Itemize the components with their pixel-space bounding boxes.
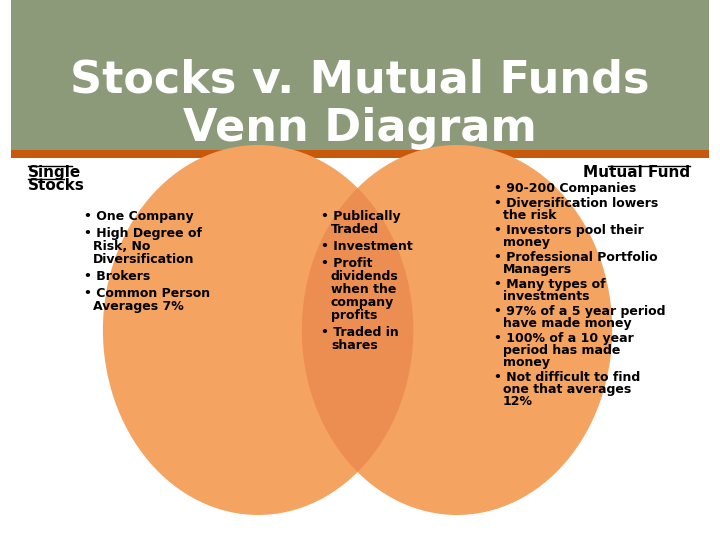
Text: • Diversification lowers: • Diversification lowers bbox=[494, 197, 658, 210]
Text: • One Company: • One Company bbox=[84, 210, 193, 223]
Text: • Many types of: • Many types of bbox=[494, 278, 606, 291]
FancyBboxPatch shape bbox=[11, 0, 709, 152]
Text: Risk, No: Risk, No bbox=[93, 240, 150, 253]
Text: Stocks v. Mutual Funds: Stocks v. Mutual Funds bbox=[71, 58, 649, 102]
Ellipse shape bbox=[302, 145, 612, 515]
Text: Averages 7%: Averages 7% bbox=[93, 300, 184, 313]
Text: • Brokers: • Brokers bbox=[84, 270, 150, 283]
Text: • High Degree of: • High Degree of bbox=[84, 227, 202, 240]
Text: Mutual Fund: Mutual Fund bbox=[582, 165, 690, 180]
Text: profits: profits bbox=[331, 309, 377, 322]
Text: • Not difficult to find: • Not difficult to find bbox=[494, 371, 640, 384]
Text: Managers: Managers bbox=[503, 263, 572, 276]
Text: • 100% of a 10 year: • 100% of a 10 year bbox=[494, 332, 634, 345]
Ellipse shape bbox=[103, 145, 413, 515]
Text: • Investment: • Investment bbox=[321, 240, 413, 253]
Text: • Profit: • Profit bbox=[321, 257, 373, 270]
Text: • Common Person: • Common Person bbox=[84, 287, 210, 300]
Text: • Investors pool their: • Investors pool their bbox=[494, 224, 644, 237]
Text: one that averages: one that averages bbox=[503, 383, 631, 396]
Text: when the: when the bbox=[331, 283, 396, 296]
Text: Diversification: Diversification bbox=[93, 253, 194, 266]
FancyBboxPatch shape bbox=[11, 150, 709, 158]
Text: Single: Single bbox=[28, 165, 81, 180]
Text: Stocks: Stocks bbox=[28, 178, 85, 193]
Ellipse shape bbox=[302, 145, 612, 515]
Text: money: money bbox=[503, 356, 549, 369]
Text: • 97% of a 5 year period: • 97% of a 5 year period bbox=[494, 305, 665, 318]
Text: Venn Diagram: Venn Diagram bbox=[183, 106, 537, 150]
Text: • Traded in: • Traded in bbox=[321, 326, 399, 339]
Text: the risk: the risk bbox=[503, 209, 556, 222]
Text: • 90-200 Companies: • 90-200 Companies bbox=[494, 182, 636, 195]
Text: • Publically: • Publically bbox=[321, 210, 401, 223]
Text: investments: investments bbox=[503, 290, 589, 303]
Text: 12%: 12% bbox=[503, 395, 533, 408]
Text: have made money: have made money bbox=[503, 317, 631, 330]
Text: • Professional Portfolio: • Professional Portfolio bbox=[494, 251, 657, 264]
Text: money: money bbox=[503, 236, 549, 249]
Text: period has made: period has made bbox=[503, 344, 620, 357]
Text: dividends: dividends bbox=[331, 270, 399, 283]
Text: Traded: Traded bbox=[331, 223, 379, 236]
Text: shares: shares bbox=[331, 339, 378, 352]
Text: company: company bbox=[331, 296, 394, 309]
